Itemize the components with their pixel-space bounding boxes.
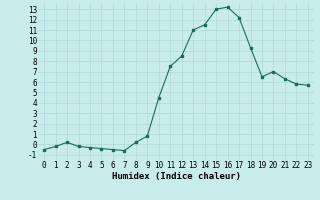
X-axis label: Humidex (Indice chaleur): Humidex (Indice chaleur) (111, 172, 241, 181)
